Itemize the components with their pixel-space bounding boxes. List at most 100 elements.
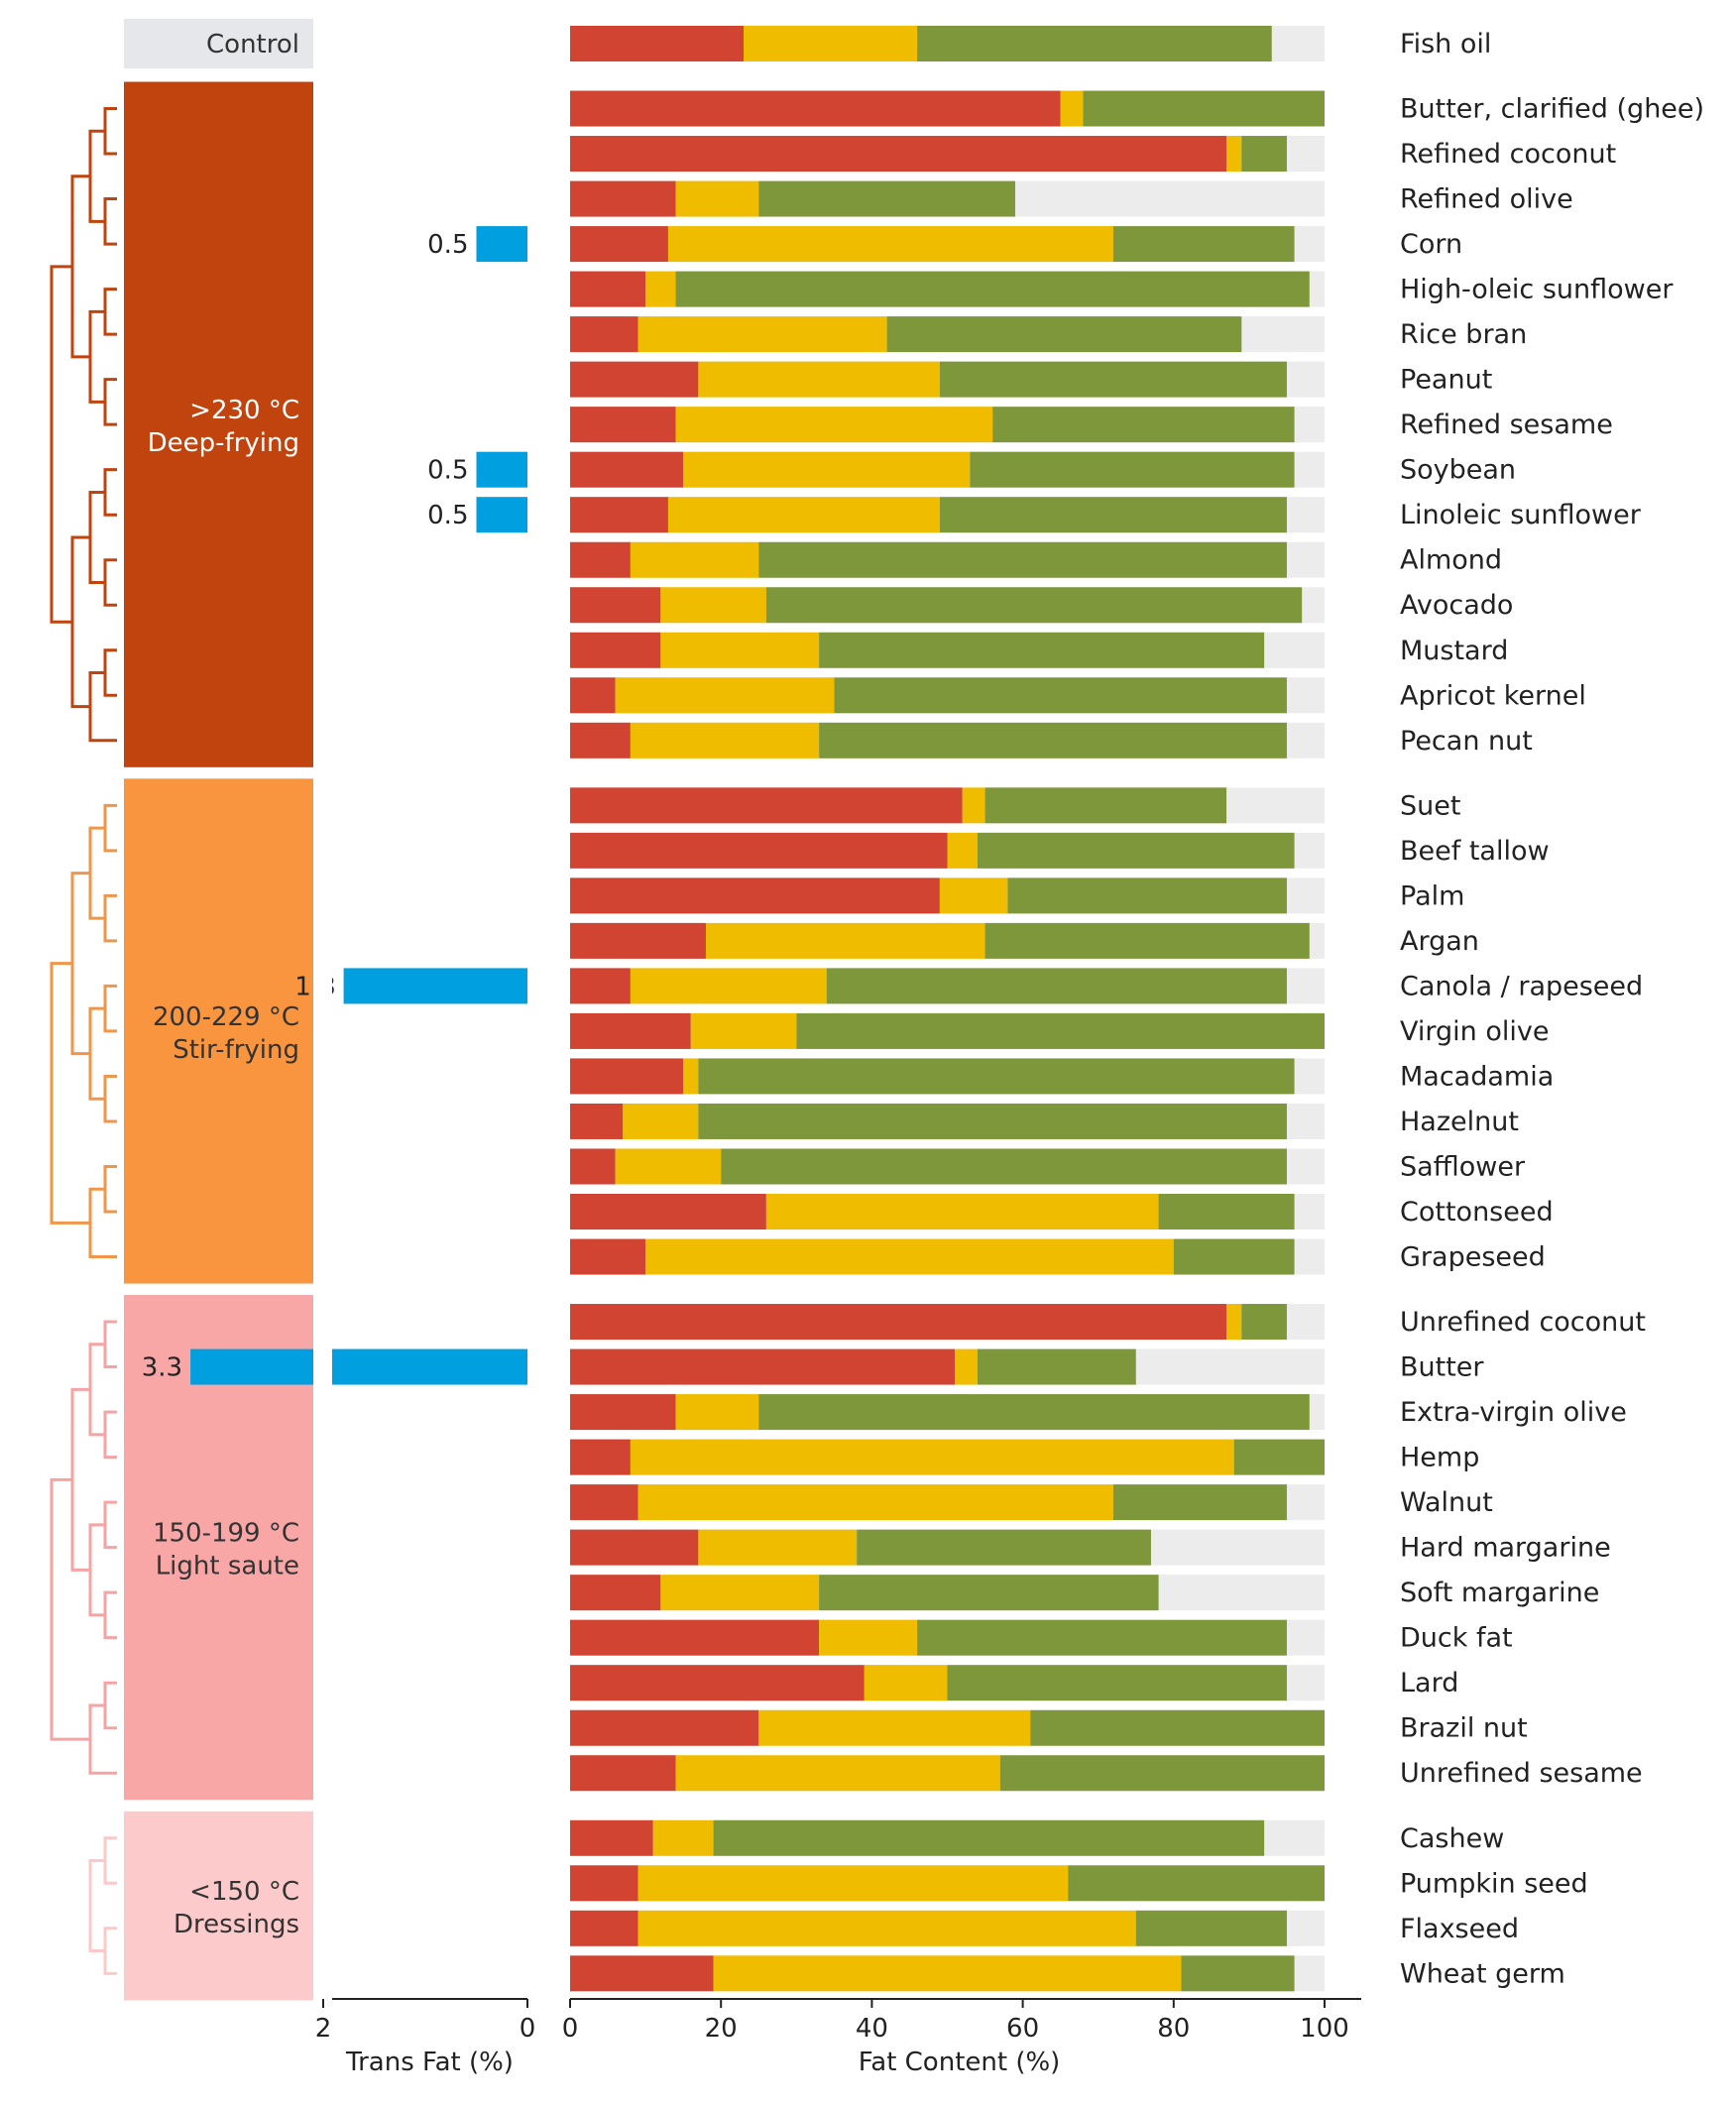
stacked-bar-segment bbox=[675, 1755, 1000, 1792]
stacked-bar-segment bbox=[1226, 1304, 1242, 1341]
oil-name-label: Butter bbox=[1400, 1352, 1484, 1383]
stacked-bar-segment bbox=[570, 787, 963, 824]
oil-name-label: Extra-virgin olive bbox=[1400, 1397, 1627, 1428]
oil-name-label: Safflower bbox=[1400, 1151, 1526, 1182]
stacked-bar-segment bbox=[939, 361, 1287, 398]
stacked-bar-segment bbox=[615, 1148, 722, 1185]
group-box bbox=[124, 19, 313, 68]
dendrogram-branch bbox=[70, 872, 90, 1056]
oil-name-label: Fish oil bbox=[1400, 29, 1491, 59]
oil-name-label: Palm bbox=[1400, 880, 1464, 911]
stacked-bar-segment bbox=[698, 1103, 1287, 1139]
group-box bbox=[124, 778, 313, 1284]
stacked-bar-segment bbox=[675, 271, 1310, 307]
stacked-bar-segment bbox=[570, 90, 1061, 127]
stacked-bar-segment bbox=[683, 451, 971, 488]
stacked-bar-segment bbox=[970, 451, 1295, 488]
stacked-bar-segment bbox=[570, 407, 676, 443]
dendrogram-branch bbox=[70, 175, 90, 359]
stacked-bar-segment bbox=[570, 1012, 691, 1049]
stacked-bar-segment bbox=[570, 1575, 661, 1611]
stacked-bar-segment bbox=[819, 1619, 918, 1656]
trans-fat-panel: 0.50.50.51.83.3 bbox=[142, 0, 527, 1993]
oil-name-label: Soybean bbox=[1400, 455, 1516, 486]
group-method-label: Dressings bbox=[174, 1910, 299, 1939]
stacked-bar-segment bbox=[570, 1619, 820, 1656]
group-method-label: Light saute bbox=[156, 1552, 299, 1581]
dendrogram-branch bbox=[88, 490, 105, 584]
dendrogram-branch bbox=[70, 535, 90, 709]
stacked-bar-segment bbox=[1233, 1439, 1325, 1475]
group-method-label: Stir-frying bbox=[173, 1035, 299, 1065]
stacked-bar-segment bbox=[570, 1194, 766, 1230]
dendrogram-branch bbox=[103, 984, 117, 1033]
dendrogram-branch bbox=[103, 197, 117, 246]
dendrogram-branch bbox=[88, 1859, 105, 1953]
fat-content-axis-label: Fat Content (%) bbox=[859, 2048, 1061, 2077]
stacked-bar-segment bbox=[698, 1529, 858, 1566]
stacked-bar-segment bbox=[570, 722, 631, 759]
dendrogram-branch bbox=[50, 1477, 90, 1741]
stacked-bar-segment bbox=[615, 677, 835, 714]
stacked-bar-segment bbox=[977, 1348, 1136, 1385]
dendrogram-branch bbox=[103, 1320, 117, 1369]
dendrogram-branch bbox=[103, 1836, 117, 1885]
oil-name-label: Brazil nut bbox=[1400, 1713, 1528, 1744]
fat-content-tick-label: 40 bbox=[856, 2014, 888, 2044]
stacked-bar-segment bbox=[947, 1665, 1287, 1701]
fat-content-tick-label: 100 bbox=[1300, 2014, 1349, 2044]
stacked-bar-segment bbox=[652, 1819, 714, 1856]
stacked-bar-segment bbox=[683, 1058, 699, 1095]
trans-fat-value-label: 0.5 bbox=[427, 501, 468, 530]
dendrogram-branch bbox=[103, 803, 117, 853]
dendrogram-branch bbox=[103, 1927, 117, 1975]
stacked-bar-segment bbox=[570, 1103, 624, 1139]
stacked-bar-segment bbox=[660, 632, 820, 668]
trans-fat-bar bbox=[476, 451, 527, 488]
stacked-bar-segment bbox=[570, 1665, 865, 1701]
oil-name-label: Suet bbox=[1400, 790, 1460, 821]
stacked-bar-segment bbox=[570, 632, 661, 668]
oil-name-label: Peanut bbox=[1400, 365, 1492, 396]
stacked-bar-segment bbox=[570, 1910, 638, 1946]
stacked-bar-segment bbox=[570, 1755, 676, 1792]
dendrogram-branch bbox=[88, 129, 105, 223]
stacked-bar-segment bbox=[1135, 1910, 1287, 1946]
stacked-bar-segment bbox=[917, 26, 1272, 61]
fat-content-tick-label: 0 bbox=[562, 2014, 579, 2044]
stacked-bar-segment bbox=[570, 26, 745, 61]
dendrogram-branch bbox=[88, 309, 105, 404]
stacked-bar-segment bbox=[667, 497, 940, 533]
stacked-bar-segment bbox=[744, 26, 918, 61]
stacked-bar-segment bbox=[570, 677, 616, 714]
stacked-bar-segment bbox=[570, 541, 631, 578]
stacked-bar-segment bbox=[819, 1575, 1159, 1611]
stacked-bar-segment bbox=[660, 1575, 820, 1611]
stacked-bar-segment bbox=[570, 1865, 638, 1902]
trans-panel-clip bbox=[313, 0, 332, 1993]
trans-fat-axis-label: Trans Fat (%) bbox=[345, 2048, 514, 2077]
stacked-bar-segment bbox=[698, 1058, 1295, 1095]
oil-name-label: Refined coconut bbox=[1400, 139, 1616, 170]
stacked-bar-segment bbox=[637, 316, 887, 353]
stacked-bar-segment bbox=[637, 1910, 1136, 1946]
stacked-bar-segment bbox=[1112, 1484, 1287, 1521]
oil-name-label: Flaxseed bbox=[1400, 1914, 1519, 1944]
stacked-bar-segment bbox=[570, 361, 699, 398]
dendrogram-branch bbox=[103, 1681, 117, 1730]
dendrogram-branch bbox=[103, 893, 117, 943]
axes-layer: Trans Fat (%) Fat Content (%) 2 0 0 20 40 60 8… bbox=[315, 1998, 1361, 2077]
dendrogram-branch bbox=[70, 1387, 90, 1572]
oil-name-label: Cottonseed bbox=[1400, 1197, 1554, 1228]
stacked-bar-segment bbox=[705, 922, 985, 959]
oil-name-label: High-oleic sunflower bbox=[1400, 275, 1674, 305]
oil-name-label: Cashew bbox=[1400, 1823, 1504, 1854]
trans-fat-value-label: 0.5 bbox=[427, 456, 468, 486]
trans-fat-tick-label: 0 bbox=[520, 2014, 536, 2044]
stacked-bar-segment bbox=[917, 1619, 1287, 1656]
stacked-bar-segment bbox=[713, 1955, 1182, 1992]
oil-name-label: Linoleic sunflower bbox=[1400, 500, 1642, 530]
oil-name-label: Wheat germ bbox=[1400, 1958, 1565, 1989]
stacked-bar-segment bbox=[713, 1819, 1265, 1856]
oil-name-label: Refined sesame bbox=[1400, 410, 1613, 440]
